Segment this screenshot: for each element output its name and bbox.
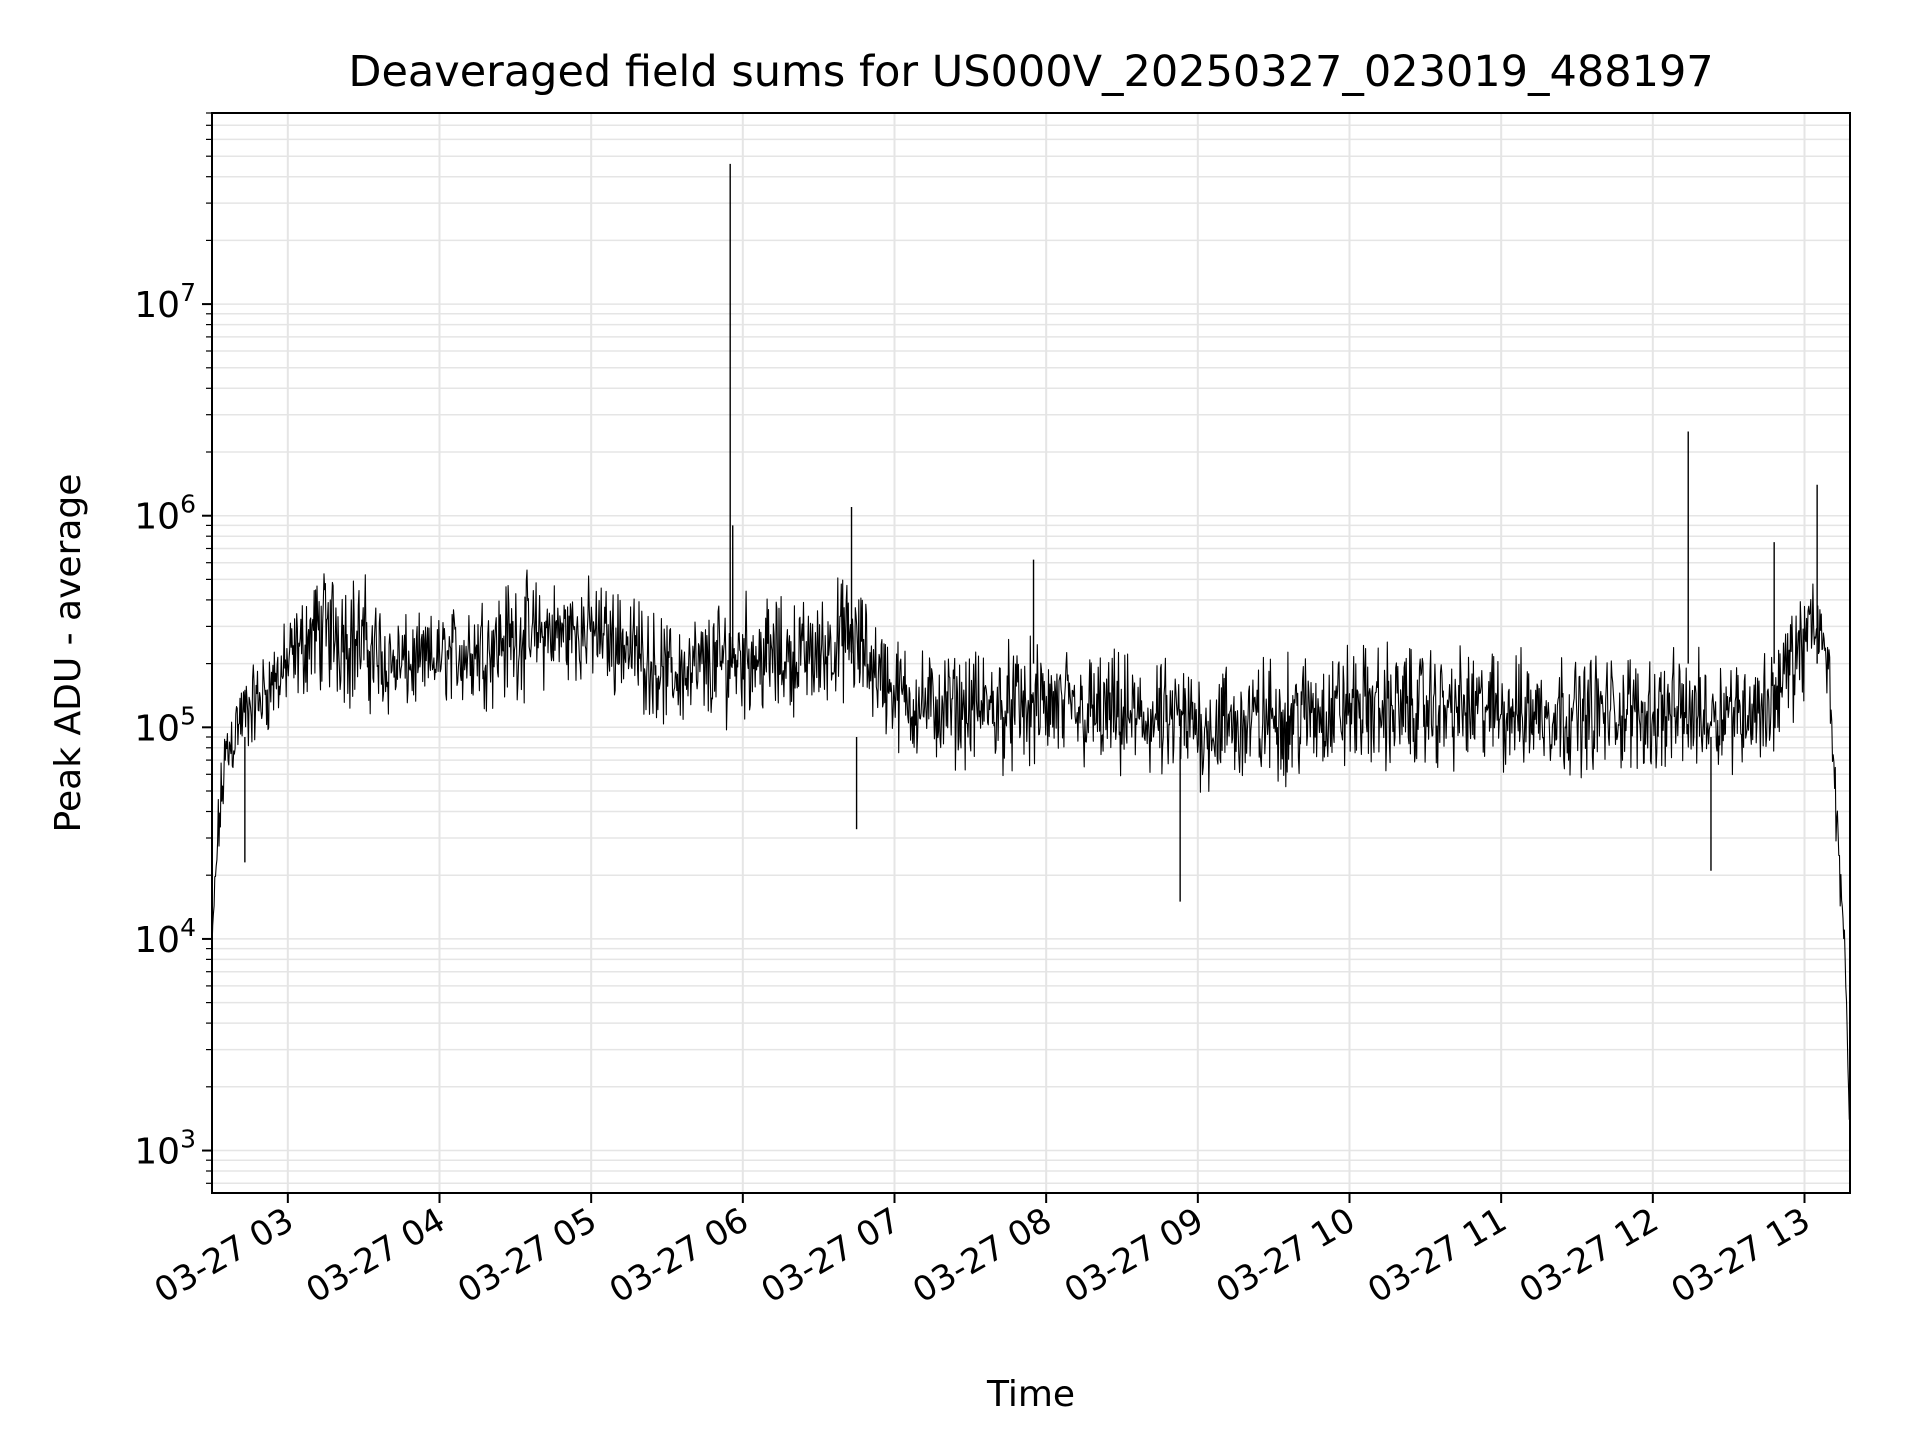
chart-title: Deaveraged field sums for US000V_2025032… (348, 47, 1713, 97)
y-tick-label: 103 (134, 1125, 196, 1173)
y-tick-label: 106 (134, 490, 196, 538)
x-axis-label: Time (986, 1374, 1075, 1415)
y-axis-label: Peak ADU - average (48, 474, 89, 833)
plot-frame (211, 112, 1851, 1194)
y-tick-label: 105 (134, 701, 196, 749)
grid (212, 112, 1850, 1193)
series-path (211, 569, 1850, 1120)
y-tick-label: 104 (134, 913, 196, 961)
y-tick-label: 107 (134, 278, 196, 326)
series-line (211, 163, 1850, 1120)
